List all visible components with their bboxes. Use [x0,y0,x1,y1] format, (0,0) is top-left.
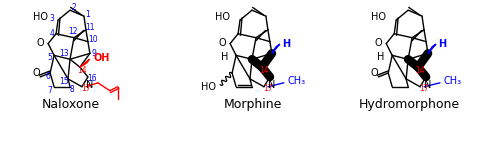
Text: HO: HO [33,12,48,22]
Text: 15: 15 [59,77,69,86]
Text: O: O [36,38,44,48]
Text: 14: 14 [259,66,268,75]
Text: H: H [377,52,384,62]
Text: H: H [282,39,290,49]
Text: 2: 2 [71,3,76,12]
Text: O: O [218,38,226,48]
Text: 16: 16 [87,74,97,83]
Text: 10: 10 [88,35,98,44]
Text: N: N [424,80,432,90]
Text: OH: OH [94,53,110,63]
Text: 12: 12 [68,27,78,36]
Text: N: N [86,80,94,90]
Text: H: H [438,39,446,49]
Text: Hydromorphone: Hydromorphone [358,98,460,111]
Text: 6: 6 [46,72,51,81]
Text: 11: 11 [85,23,94,32]
Text: CH₃: CH₃ [288,76,306,86]
Text: HO: HO [215,12,230,22]
Text: Morphine: Morphine [224,98,282,111]
Text: 14: 14 [415,66,425,75]
Text: N: N [268,80,276,90]
Text: 17: 17 [419,84,429,93]
Text: 14: 14 [77,66,87,75]
Polygon shape [272,44,280,53]
Text: 3: 3 [49,14,54,23]
Text: O: O [32,68,40,78]
Text: 13: 13 [60,49,69,58]
Polygon shape [80,59,90,67]
Text: 1: 1 [86,10,90,19]
Text: O: O [370,68,378,78]
Text: HO: HO [201,82,216,92]
Text: 9: 9 [92,49,96,58]
Text: O: O [374,38,382,48]
Text: 5: 5 [48,53,52,62]
Text: Naloxone: Naloxone [42,98,100,111]
Text: 7: 7 [48,86,52,95]
Polygon shape [428,44,436,53]
Text: 8: 8 [70,85,74,94]
Text: 17: 17 [81,84,90,93]
Text: 17: 17 [263,84,272,93]
Text: HO: HO [371,12,386,22]
Text: 4: 4 [50,29,54,38]
Text: CH₃: CH₃ [444,76,462,86]
Text: H: H [220,52,228,62]
